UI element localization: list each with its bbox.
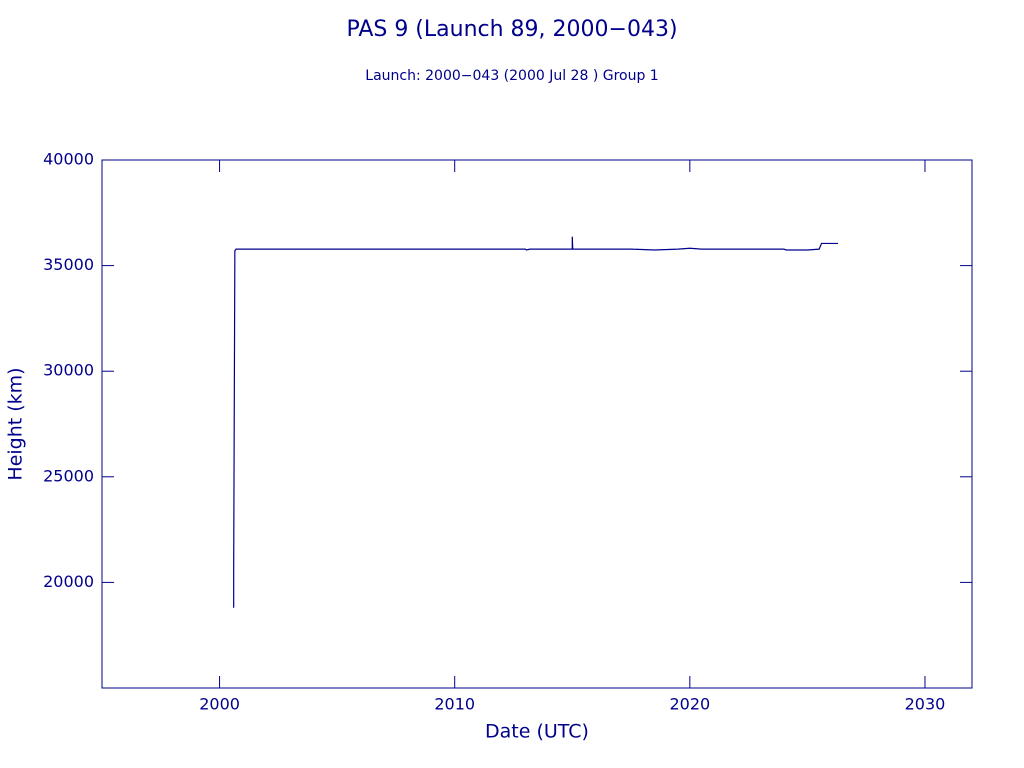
x-tick-label: 2030 — [905, 695, 946, 714]
y-tick-label: 20000 — [43, 572, 94, 591]
y-tick-label: 25000 — [43, 466, 94, 485]
y-axis-label: Height (km) — [5, 367, 27, 480]
chart-subtitle: Launch: 2000−043 (2000 Jul 28 ) Group 1 — [365, 68, 658, 84]
data-line — [233, 236, 838, 608]
chart-title: PAS 9 (Launch 89, 2000−043) — [346, 17, 677, 42]
x-tick-label: 2000 — [199, 695, 240, 714]
x-axis-label: Date (UTC) — [485, 721, 589, 743]
plot-frame — [101, 159, 973, 689]
x-tick-label: 2020 — [669, 695, 710, 714]
x-tick-label: 2010 — [434, 695, 475, 714]
y-tick-label: 40000 — [43, 150, 94, 169]
y-tick-label: 30000 — [43, 361, 94, 380]
y-tick-label: 35000 — [43, 255, 94, 274]
